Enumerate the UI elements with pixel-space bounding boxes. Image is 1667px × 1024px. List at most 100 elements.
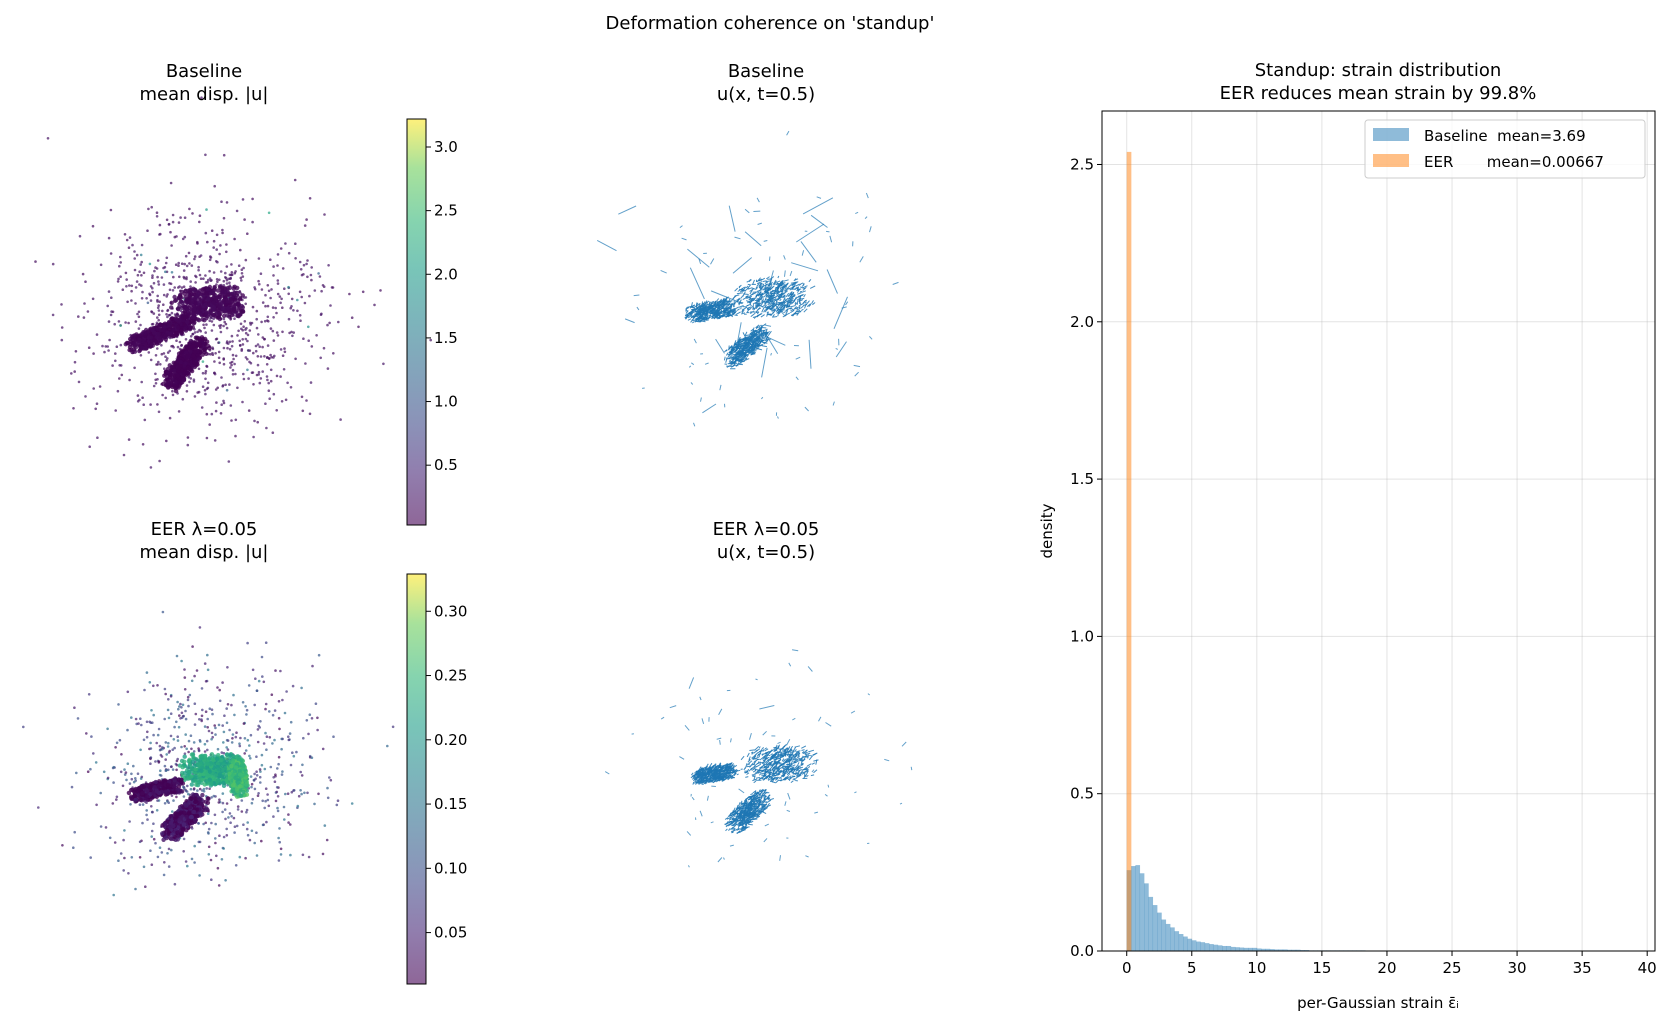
scatter-point [198,273,202,277]
scatter-point [174,263,178,267]
scatter-point [269,765,273,769]
scatter-point [190,319,195,324]
scatter-point [156,300,159,303]
scatter-point [386,744,389,748]
scatter-point [193,778,198,783]
scatter-point [241,198,245,201]
scatter-point [257,792,260,795]
scatter-point [167,801,170,804]
scatter-point [170,765,173,768]
scatter-point [160,851,164,854]
scatter-point [127,246,131,249]
scatter-point [61,844,64,847]
scatter-point [265,375,269,378]
scatter-point [157,309,161,312]
scatter-point [165,359,168,362]
scatter-point [237,772,243,777]
scatter-point [163,861,166,864]
scatter-point [185,264,189,268]
scatter-point [245,810,248,814]
scatter-point [222,358,225,361]
scatter-point [226,666,229,669]
scatter-point [137,722,140,725]
scatter-point [205,287,210,292]
scatter-point [157,318,160,322]
scatter-point [119,852,123,855]
panel-subtitle-baseline-disp: mean disp. |u| [140,84,269,105]
scatter-point [183,235,187,239]
scatter-point [219,330,223,334]
scatter-point [114,352,117,355]
scatter-point [246,339,249,343]
scatter-point [206,831,210,834]
scatter-point [185,384,189,387]
panel-subtitle-baseline-quiver: u(x, t=0.5) [717,84,815,105]
scatter-point [183,676,187,679]
scatter-point [188,338,193,344]
scatter-point [225,305,231,311]
scatter-point [165,256,169,260]
scatter-point [221,384,225,387]
scatter-point [325,838,329,842]
scatter-point [178,714,181,717]
scatter-point [231,737,234,740]
scatter-point [168,313,172,317]
scatter-point [264,707,267,711]
scatter-point [129,803,132,806]
scatter-point [274,773,277,776]
scatter-point [183,262,186,266]
scatter-point [254,344,258,348]
scatter-point [202,782,207,787]
scatter-point [183,803,189,808]
scatter-point [216,280,219,284]
scatter-point [191,809,197,815]
scatter-point [272,316,275,319]
scatter-point [214,733,217,736]
scatter-point [246,821,249,824]
scatter-point [266,798,270,802]
scatter-point [271,329,275,333]
scatter-point [323,824,327,827]
scatter-point [149,762,152,765]
scatter-point [225,746,228,749]
scatter-point [230,309,235,314]
scatter-point [180,343,183,347]
scatter-point [189,285,192,288]
scatter-point [267,357,271,360]
scatter-point [214,726,217,730]
scatter-point [175,235,178,238]
scatter-point [123,856,126,860]
scatter-point [46,137,50,140]
scatter-point [222,399,225,403]
scatter-point [305,399,308,402]
scatter-point [320,289,323,293]
scatter-point [317,653,321,657]
scatter-point [208,423,211,426]
scatter-point [140,284,143,287]
scatter-point [268,710,271,713]
scatter-point [180,300,185,306]
scatter-point [230,271,234,274]
scatter-point [209,353,212,356]
scatter-point [196,391,199,394]
scatter-point [91,297,95,301]
scatter-point [248,744,251,747]
scatter-point [256,355,260,358]
scatter-point [195,353,200,358]
scatter-point [257,679,261,683]
scatter-point [148,292,151,296]
scatter-point [203,742,207,746]
scatter-point [114,359,117,363]
quiver-arrow [734,287,739,292]
scatter-point [117,859,120,862]
scatter-point [211,712,214,716]
scatter-point [246,349,250,352]
scatter-point [184,814,189,819]
scatter-point [171,768,175,771]
scatter-point [219,326,222,330]
scatter-point [225,313,230,318]
scatter-point [129,347,134,352]
scatter-point [164,396,167,400]
scatter-point [115,345,119,349]
scatter-point [73,360,77,364]
